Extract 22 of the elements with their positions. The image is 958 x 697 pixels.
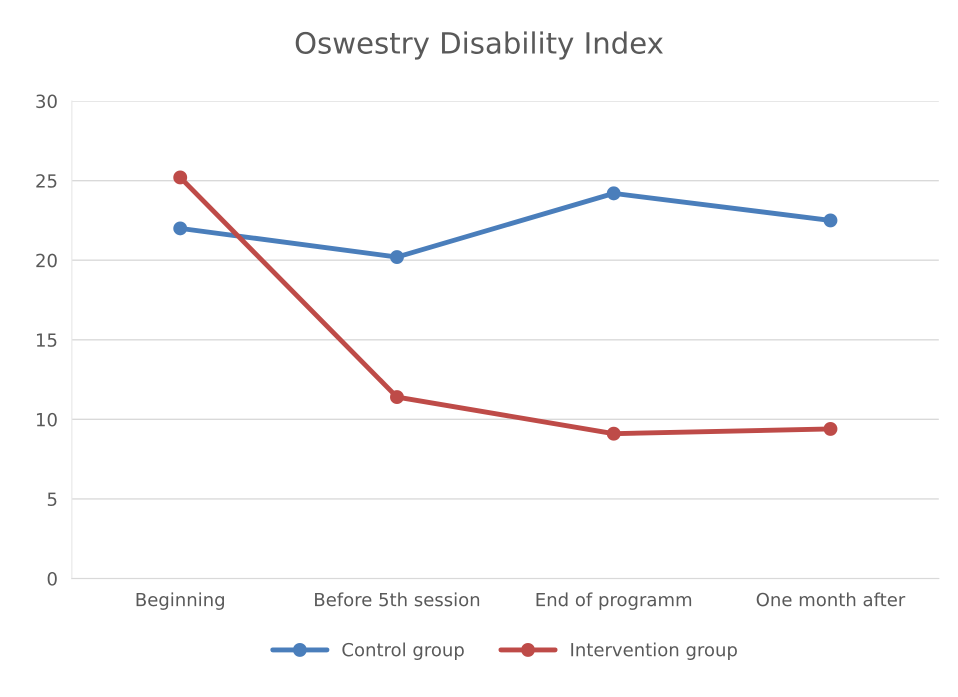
point [390,250,404,264]
x-tick-label: Beginning [136,592,224,610]
y-tick-label: 20 [36,254,57,268]
point [606,186,621,200]
y-tick-label: 5 [48,492,56,506]
chart-title: Oswestry Disability Index [296,31,663,60]
point [173,221,188,236]
point [390,390,404,404]
point [606,426,621,441]
y-tick-label: 15 [36,333,56,347]
y-tick-label: 25 [36,174,56,188]
y-tick-label: 0 [48,572,57,586]
y-tick-label: 30 [36,94,57,108]
legend-label: Control group [342,642,464,660]
point [173,170,188,184]
x-tick-label: Before 5th session [315,592,480,606]
point [824,213,838,228]
y-tick-label: 10 [36,412,57,426]
legend-label: Intervention group [571,642,737,660]
x-tick-label: End of programm [536,592,692,610]
x-tick-label: One month after [756,592,906,606]
point [824,422,838,436]
